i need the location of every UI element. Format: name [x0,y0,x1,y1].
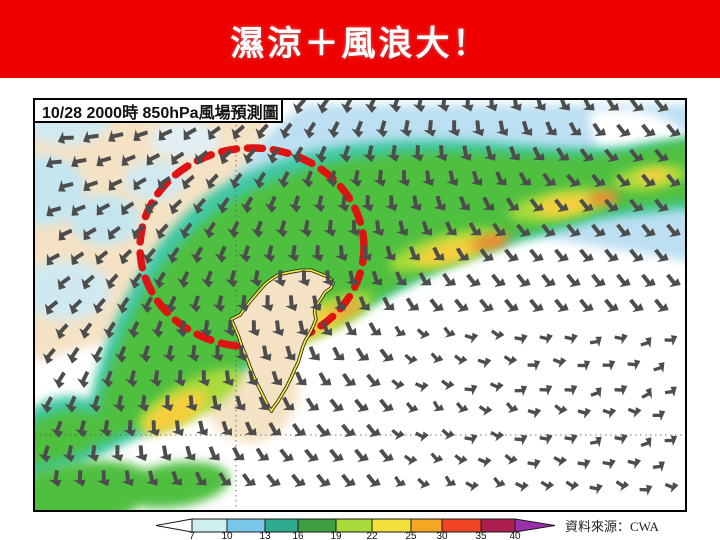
svg-text:13: 13 [259,531,271,540]
svg-text:19: 19 [330,531,342,540]
svg-text:35: 35 [475,531,487,540]
svg-text:10: 10 [221,531,233,540]
svg-text:40: 40 [509,531,521,540]
svg-text:16: 16 [292,531,304,540]
svg-text:7: 7 [189,531,195,540]
svg-text:30: 30 [436,531,448,540]
svg-text:25: 25 [405,531,417,540]
svg-text:22: 22 [366,531,378,540]
